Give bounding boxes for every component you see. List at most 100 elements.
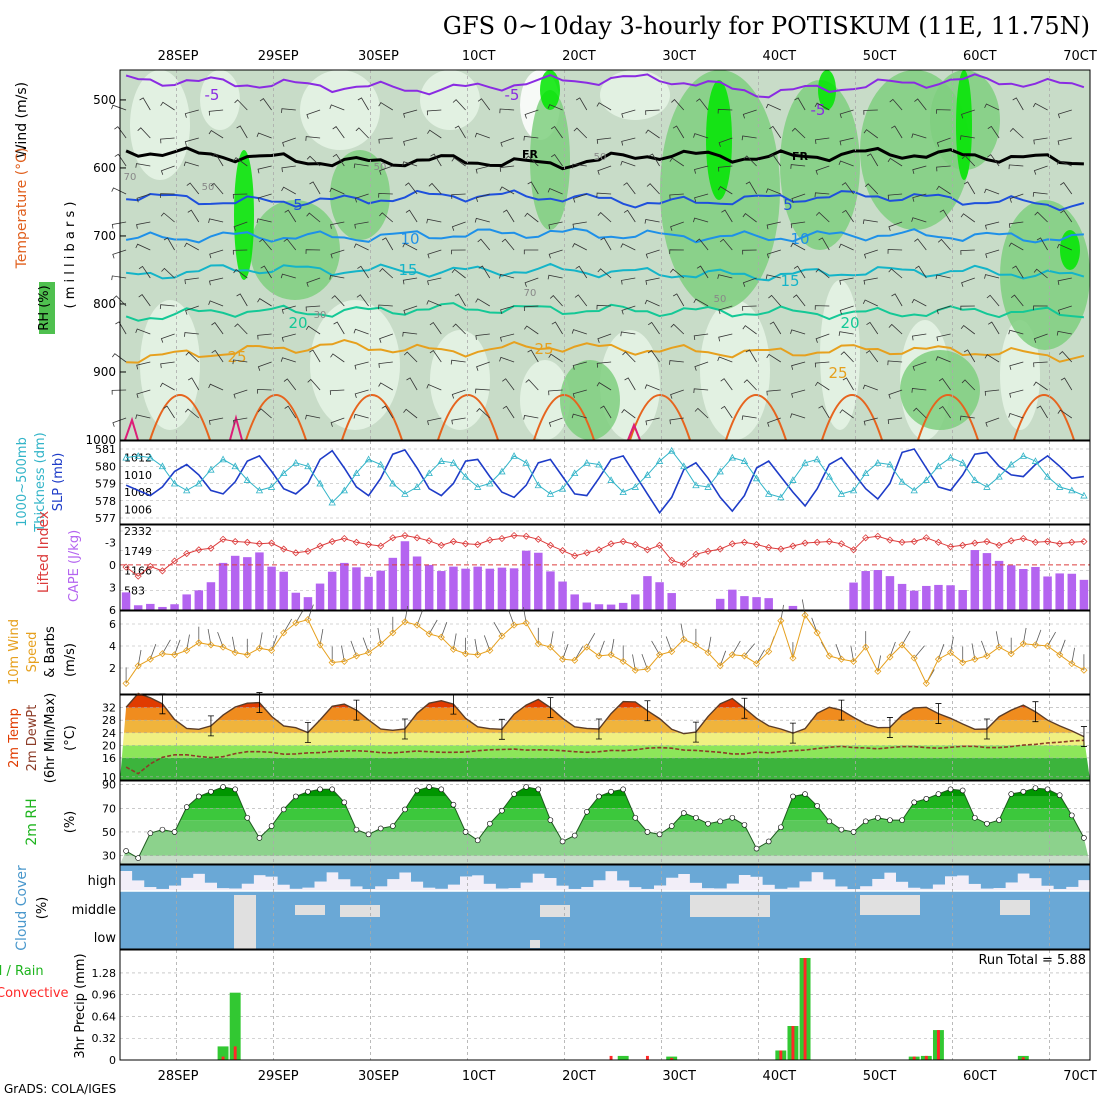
wind-barb (644, 299, 660, 307)
cape-bar (558, 581, 567, 610)
wind-barb (720, 405, 733, 419)
wind-barb (693, 298, 709, 307)
wind-speed-point (122, 679, 130, 687)
cloud-high-bar (811, 865, 824, 873)
cape-bar (1031, 566, 1040, 610)
cloud-high-bar (1053, 865, 1067, 889)
temp-minmax-bar (1080, 726, 1087, 747)
wind-barb (111, 187, 127, 195)
wind-barb (234, 99, 248, 111)
x-label-top: 50CT (863, 49, 897, 64)
wind-barb (572, 193, 587, 203)
wind-barb (330, 249, 345, 259)
cloud-high-bar (277, 865, 291, 885)
thickness-point (813, 455, 821, 463)
wind-barb (620, 331, 636, 337)
wind-barb (790, 329, 806, 335)
wind-speed-point (522, 619, 530, 627)
wind-barb (260, 265, 272, 279)
rh-point (802, 791, 808, 797)
wind-barb (280, 357, 296, 363)
ylabel-wind-units: (m/s) (63, 643, 78, 677)
temp-contour-30 (629, 394, 691, 441)
wind-barb (719, 238, 733, 251)
wind-barb (232, 359, 248, 365)
cape-bar (655, 582, 664, 610)
precip-conv-bar (233, 1046, 237, 1060)
wind-barb (863, 249, 878, 259)
wind-barb (403, 305, 418, 315)
temp-minmax-bar (644, 700, 651, 722)
wind-speed-point (389, 629, 397, 637)
wind-barb (960, 249, 975, 255)
wind-barb (1057, 305, 1072, 315)
wind-barb (475, 333, 490, 340)
wind-barb (548, 389, 563, 396)
wind-barb (187, 377, 200, 391)
wind-barb (840, 351, 854, 363)
cape-bar (958, 590, 967, 610)
lifted-index-point (195, 546, 203, 554)
wind-barb (1008, 242, 1024, 251)
cape-bar (267, 566, 276, 610)
rh-point (741, 822, 748, 828)
contour-label: 30 (314, 310, 327, 321)
wind-barb (475, 193, 490, 203)
wind-barb (184, 242, 199, 251)
lifted-index-point (631, 540, 639, 549)
wind-barb (160, 333, 175, 343)
wind-barb (889, 98, 903, 111)
wind-barb (500, 305, 515, 315)
thickness-point (340, 486, 348, 494)
temp-contour-30 (725, 394, 787, 441)
wind-barb (669, 157, 685, 167)
cape-bar (873, 570, 883, 610)
rh-point (559, 838, 566, 845)
precip-conv-bar (803, 958, 807, 1060)
temp-tick: 10 (102, 771, 116, 784)
rh-point (729, 814, 736, 821)
wind-barb (329, 275, 345, 280)
wind-barb (405, 182, 418, 195)
rh-tick: 70 (102, 802, 116, 815)
thickness-point (716, 467, 724, 475)
thickness-point (449, 458, 458, 466)
lifted-index-point (655, 541, 664, 549)
lifted-index-point (971, 539, 979, 547)
ylabel-rh: RH (%) (37, 285, 52, 330)
wind-speed-point (316, 641, 324, 649)
lifted-index-point (959, 541, 967, 549)
temp-contour-5 (126, 189, 1085, 212)
wind-barb (911, 133, 927, 139)
precip-conv-bar (221, 1056, 225, 1060)
cloud-high-bar (714, 865, 727, 889)
lifted-index-point (510, 531, 518, 540)
rh-point (450, 801, 457, 808)
wind-barb (912, 333, 927, 341)
rh-point (838, 826, 845, 833)
wind-barb (645, 109, 660, 116)
lifted-index-point (777, 545, 785, 553)
wind-barb (887, 360, 903, 366)
rh-point (1056, 792, 1063, 799)
cloud-high-bar (883, 865, 897, 873)
rh-point (123, 848, 129, 854)
wind-barb (550, 125, 563, 139)
wind-barb (403, 137, 418, 146)
thickness-point (510, 452, 518, 459)
wind-barb (309, 349, 321, 363)
wind-barb (527, 349, 539, 363)
wind-barb (402, 242, 418, 251)
wind-barb (814, 137, 830, 145)
cape-bar (715, 598, 725, 610)
ylabel-rh-units: (%) (63, 811, 78, 834)
cloud-high-bar (641, 865, 654, 889)
rh-point (268, 823, 275, 829)
rh-point (1069, 812, 1075, 819)
cloud-high-bar (726, 865, 739, 884)
wind-barb (428, 619, 438, 635)
thickness-point (558, 484, 567, 492)
wind-speed-point (680, 635, 688, 643)
wind-barb (756, 649, 765, 664)
wind-barb (524, 212, 539, 223)
